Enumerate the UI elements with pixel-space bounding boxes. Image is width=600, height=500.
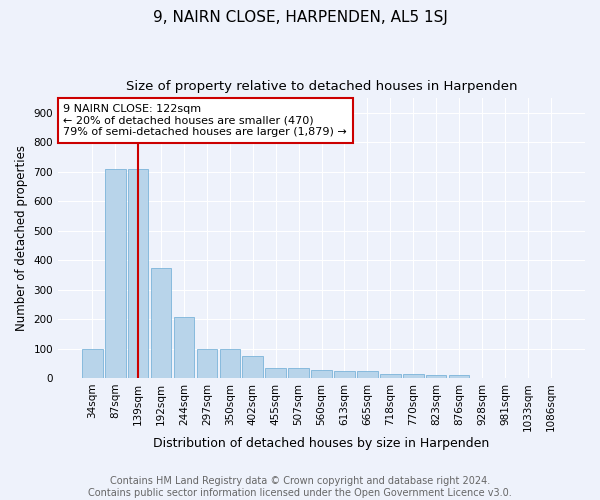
Bar: [242, 356, 263, 378]
Text: 9 NAIRN CLOSE: 122sqm
← 20% of detached houses are smaller (470)
79% of semi-det: 9 NAIRN CLOSE: 122sqm ← 20% of detached …: [64, 104, 347, 137]
Title: Size of property relative to detached houses in Harpenden: Size of property relative to detached ho…: [126, 80, 517, 93]
Bar: [449, 375, 469, 378]
Bar: [197, 350, 217, 378]
X-axis label: Distribution of detached houses by size in Harpenden: Distribution of detached houses by size …: [154, 437, 490, 450]
Text: Contains HM Land Registry data © Crown copyright and database right 2024.
Contai: Contains HM Land Registry data © Crown c…: [88, 476, 512, 498]
Text: 9, NAIRN CLOSE, HARPENDEN, AL5 1SJ: 9, NAIRN CLOSE, HARPENDEN, AL5 1SJ: [152, 10, 448, 25]
Bar: [105, 169, 125, 378]
Bar: [128, 169, 148, 378]
Bar: [426, 375, 446, 378]
Bar: [151, 268, 172, 378]
Bar: [288, 368, 309, 378]
Bar: [380, 374, 401, 378]
Y-axis label: Number of detached properties: Number of detached properties: [15, 145, 28, 331]
Bar: [334, 372, 355, 378]
Bar: [265, 368, 286, 378]
Bar: [220, 350, 240, 378]
Bar: [357, 372, 377, 378]
Bar: [311, 370, 332, 378]
Bar: [403, 374, 424, 378]
Bar: [173, 317, 194, 378]
Bar: [82, 348, 103, 378]
